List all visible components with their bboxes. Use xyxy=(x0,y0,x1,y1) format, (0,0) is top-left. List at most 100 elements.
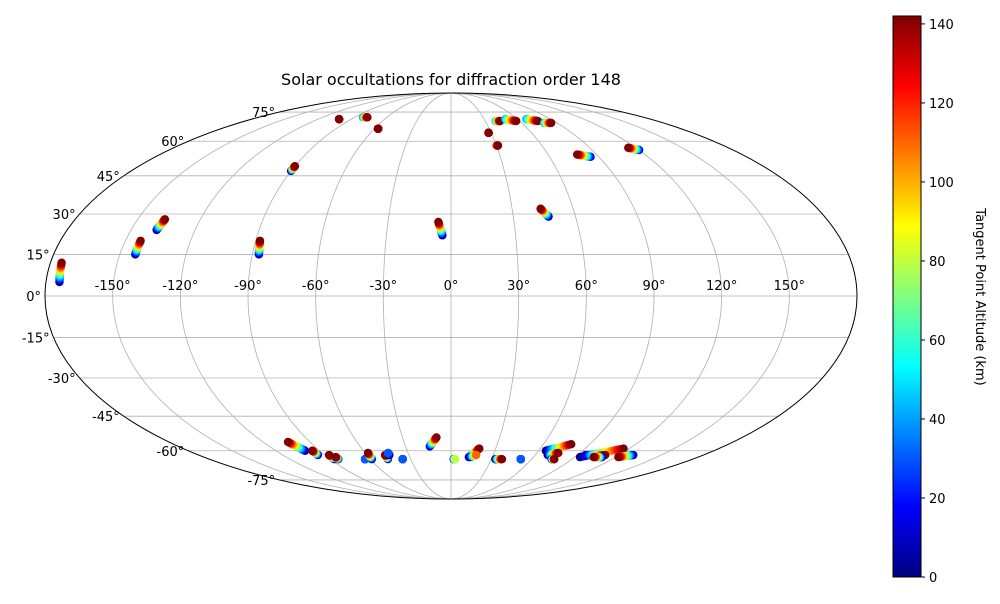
occultation-point xyxy=(572,150,582,159)
occultation-point xyxy=(308,446,317,455)
latitude-tick-label: 75° xyxy=(252,106,275,121)
occultation-track xyxy=(152,215,170,235)
occultation-track xyxy=(539,118,556,128)
longitude-tick-label: -30° xyxy=(369,279,397,294)
occultation-point xyxy=(511,116,521,126)
colorbar: 0 20 40 60 80 100 120 140 Tangent Point Altitud… xyxy=(892,15,987,586)
occultation-point xyxy=(434,217,443,227)
longitude-tick-label: 90° xyxy=(642,279,665,294)
colorbar-tick-label: 80 xyxy=(929,255,946,270)
occultation-track xyxy=(501,114,521,126)
occultation-point xyxy=(324,450,334,460)
colorbar-tick-label: 120 xyxy=(929,97,954,112)
occultation-point xyxy=(383,448,393,458)
occultation-point xyxy=(136,236,145,245)
longitude-tick-label: 30° xyxy=(507,279,530,294)
longitude-tick-label: -90° xyxy=(234,279,262,294)
occultation-point xyxy=(550,454,559,464)
latitude-tick-label: -45° xyxy=(92,410,120,425)
colorbar-label: Tangent Point Altitude (km) xyxy=(972,207,987,385)
occultation-track xyxy=(589,452,607,462)
occultation-point xyxy=(497,454,507,464)
latitude-tick-labels: 75° 60° 45° 30° 15° 0° -15° -30° -45° -60° -75° xyxy=(22,106,275,489)
occultation-track xyxy=(492,141,503,150)
occultation-point xyxy=(363,448,373,458)
occultation-point xyxy=(255,236,265,245)
occultation-point xyxy=(334,114,344,124)
occultation-point xyxy=(363,113,372,122)
occultation-track xyxy=(363,448,377,464)
colorbar-tick-label: 0 xyxy=(929,571,937,586)
occultation-point xyxy=(450,454,460,464)
occultation-track xyxy=(373,124,383,133)
latitude-tick-label: -30° xyxy=(48,372,76,387)
longitude-tick-label: 120° xyxy=(706,279,737,294)
occultation-track xyxy=(308,446,322,460)
occultation-point xyxy=(493,141,503,150)
longitude-tick-label: -120° xyxy=(162,279,198,294)
occultation-point xyxy=(57,258,66,267)
chart-title: Solar occultations for diffraction order… xyxy=(281,70,621,89)
occultation-track xyxy=(572,150,595,162)
longitude-tick-label: -150° xyxy=(95,279,131,294)
graticule xyxy=(45,92,857,500)
occultation-points xyxy=(55,113,644,464)
occultation-track xyxy=(536,204,553,221)
occultation-point xyxy=(546,118,556,128)
occultation-point xyxy=(432,433,441,442)
occultation-point xyxy=(331,452,340,462)
occultation-point xyxy=(484,128,493,138)
occultation-track xyxy=(491,116,505,126)
occultation-track xyxy=(516,454,525,464)
occultation-track xyxy=(484,128,493,138)
occultation-track xyxy=(425,433,441,451)
occultation-track xyxy=(398,454,407,464)
occultation-track xyxy=(466,450,481,462)
colorbar-tick-label: 40 xyxy=(929,413,946,428)
occultation-track xyxy=(491,454,507,464)
occultation-point xyxy=(160,215,170,224)
occultation-track xyxy=(434,217,447,240)
colorbar-ticks: 0 20 40 60 80 100 120 140 xyxy=(921,18,954,586)
occultation-track xyxy=(624,143,644,155)
occultation-track xyxy=(334,114,344,124)
occultation-track xyxy=(131,236,145,259)
colorbar-gradient xyxy=(892,15,922,578)
occultation-point xyxy=(398,454,407,464)
colorbar-tick-label: 20 xyxy=(929,492,946,507)
occultation-point xyxy=(554,448,563,458)
latitude-tick-label: 45° xyxy=(97,170,120,185)
occultation-track xyxy=(547,454,559,464)
occultation-track xyxy=(449,454,460,464)
longitude-tick-label: 0° xyxy=(444,279,459,294)
occultation-track xyxy=(286,161,300,176)
latitude-tick-label: -15° xyxy=(22,332,50,347)
occultation-point xyxy=(472,450,481,460)
occultation-point xyxy=(475,444,484,453)
colorbar-tick-label: 140 xyxy=(929,18,954,33)
occultation-point xyxy=(290,161,300,171)
occultation-track xyxy=(614,450,638,462)
latitude-tick-label: 15° xyxy=(27,248,50,263)
occultation-track xyxy=(254,236,265,259)
colorbar-tick-label: 60 xyxy=(929,334,946,349)
occultation-track xyxy=(55,258,66,287)
occultation-track xyxy=(331,452,343,464)
latitude-tick-label: -75° xyxy=(247,474,275,489)
colorbar-tick-label: 100 xyxy=(929,176,954,191)
occultation-track xyxy=(383,448,394,460)
occultation-point xyxy=(619,444,628,453)
occultation-point xyxy=(614,452,623,462)
occultation-point xyxy=(536,204,545,213)
longitude-tick-label: -60° xyxy=(302,279,330,294)
occultation-point xyxy=(373,124,383,133)
latitude-tick-label: 60° xyxy=(161,135,184,150)
longitude-tick-label: 60° xyxy=(575,279,598,294)
occultation-point xyxy=(283,437,293,447)
occultation-track xyxy=(283,437,310,455)
occultation-point xyxy=(567,440,576,449)
occultation-point xyxy=(624,143,633,152)
longitude-tick-label: 150° xyxy=(774,279,805,294)
